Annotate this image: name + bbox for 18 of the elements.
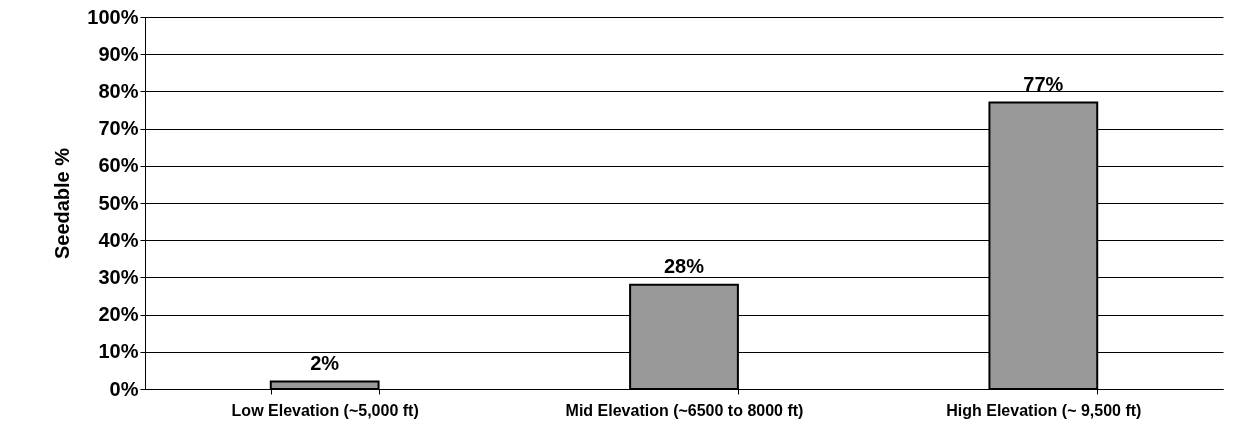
y-tick-label: 70% [98,117,139,140]
y-tick-label: 100% [87,5,139,28]
x-tick-label: Mid Elevation (~6500 to 8000 ft) [565,401,804,419]
data-label: 28% [663,254,705,277]
y-tick-label: 90% [98,42,139,65]
y-tick-label: 20% [98,303,139,326]
x-tick-label: Low Elevation (~5,000 ft) [231,401,419,419]
y-tick-label: 30% [98,265,139,288]
y-tick-label: 10% [98,340,139,363]
y-tick-label: 60% [98,154,139,177]
data-label: 2% [310,351,340,374]
y-tick-label: 50% [98,191,139,214]
y-tick-label: 80% [98,79,139,102]
y-tick-label: 40% [98,228,139,251]
y-tick-label: 0% [109,377,139,400]
data-label: 77% [1023,72,1064,95]
x-tick-label: High Elevation (~ 9,500 ft) [946,401,1142,419]
y-axis-title: Seedable % [51,147,74,260]
